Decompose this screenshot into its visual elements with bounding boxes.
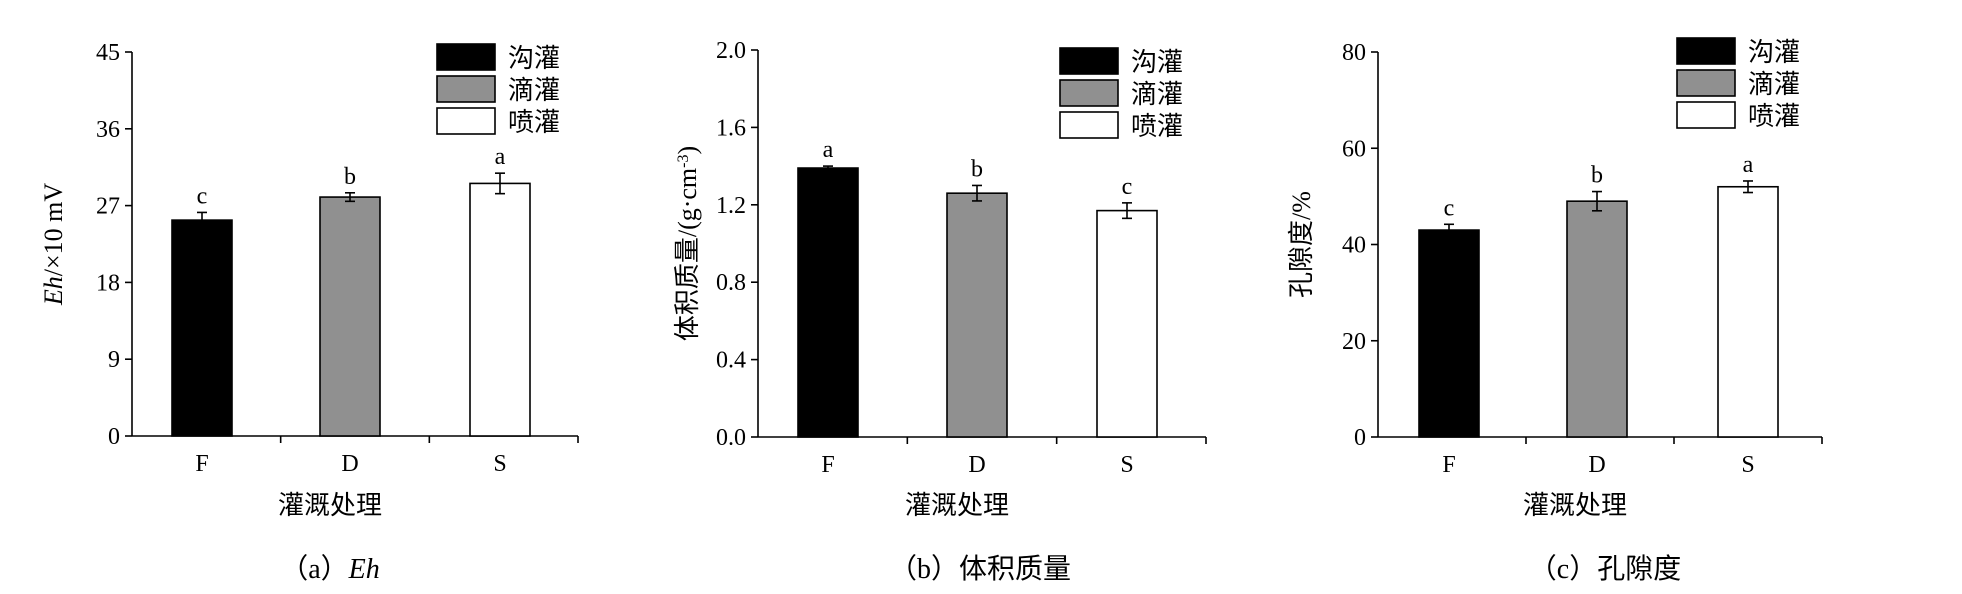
y-tick-label: 20 (1342, 329, 1366, 355)
significance-letter: b (971, 156, 983, 182)
significance-letter: b (1591, 163, 1603, 189)
y-tick-label: 60 (1342, 136, 1366, 162)
x-tick-label: S (1741, 452, 1754, 478)
x-tick-label: S (1120, 452, 1133, 478)
bar-S (1096, 209, 1158, 438)
y-tick-label: 0 (108, 424, 120, 450)
y-tick-label: 0 (1354, 425, 1366, 451)
x-tick-label: D (1588, 452, 1605, 478)
x-tick-label: F (195, 451, 208, 477)
legend-swatch (436, 75, 496, 103)
caption-name: Eh (348, 554, 380, 585)
y-axis-title-main: 体积质量/(g·cm (673, 168, 702, 341)
y-axis-title: 孔隙度/% (1287, 191, 1316, 298)
caption-prefix: （a） (280, 553, 348, 585)
bar-D (1566, 200, 1628, 438)
bar-D (946, 192, 1008, 438)
x-axis-title: 灌溉处理 (1523, 491, 1627, 520)
y-tick-label: 27 (96, 194, 120, 220)
x-tick-label: D (968, 452, 985, 478)
y-tick-label: 1.6 (716, 115, 746, 141)
significance-letter: b (344, 164, 356, 190)
caption-name: 孔隙度 (1597, 553, 1681, 585)
significance-letter: c (1122, 174, 1133, 200)
y-tick-label: 1.2 (716, 193, 746, 219)
caption-prefix: （c） (1529, 553, 1597, 585)
y-axis-title-italic: Eh (39, 276, 68, 306)
chart-panel-b: 0.0 0.4 0.8 1.2 1.6 2.0 a Fb Dc S 灌溉处理 体积质量/(g·cm-3… (673, 38, 1207, 585)
panel-caption: （b）体积质量 (889, 553, 1071, 585)
caption-prefix: （b） (889, 553, 959, 585)
panel-caption: （c）孔隙度 (1529, 553, 1681, 585)
legend-swatch (1059, 47, 1119, 75)
y-tick-label: 0.0 (716, 425, 746, 451)
bar-F (1418, 229, 1480, 438)
legend-label: 喷灌 (508, 108, 560, 137)
legend-label: 滴灌 (1131, 80, 1183, 109)
significance-letter: a (823, 137, 834, 163)
y-axis-title-sup: -3 (675, 155, 692, 168)
legend-swatch (1676, 101, 1736, 129)
significance-letter: c (1444, 195, 1455, 221)
y-tick-label: 45 (96, 40, 120, 66)
y-axis-title: Eh/×10 mV (39, 183, 68, 307)
bar-F (171, 219, 233, 437)
legend-label: 喷灌 (1131, 112, 1183, 141)
legend-label: 沟灌 (508, 44, 560, 73)
y-axis-title-end: ) (673, 146, 702, 155)
x-tick-label: D (341, 451, 358, 477)
x-axis-title: 灌溉处理 (905, 491, 1009, 520)
bar-F (797, 167, 859, 438)
y-tick-label: 2.0 (716, 38, 746, 64)
y-axis-title-unit: /×10 mV (39, 183, 68, 277)
legend-label: 沟灌 (1131, 48, 1183, 77)
x-axis-title: 灌溉处理 (278, 491, 382, 520)
caption-name: 体积质量 (959, 553, 1071, 585)
legend-swatch (1059, 79, 1119, 107)
y-tick-label: 80 (1342, 40, 1366, 66)
significance-letter: c (197, 183, 208, 209)
legend-swatch (436, 43, 496, 71)
legend-label: 沟灌 (1748, 38, 1800, 67)
y-tick-label: 9 (108, 347, 120, 373)
y-tick-label: 36 (96, 117, 120, 143)
legend-swatch (436, 107, 496, 135)
legend-label: 滴灌 (1748, 70, 1800, 99)
legend-swatch (1676, 69, 1736, 97)
significance-letter: a (1743, 152, 1754, 178)
significance-letter: a (495, 144, 506, 170)
legend-label: 滴灌 (508, 76, 560, 105)
legend-label: 喷灌 (1748, 102, 1800, 131)
legend-swatch (1059, 111, 1119, 139)
y-tick-label: 0.8 (716, 270, 746, 296)
x-tick-label: S (493, 451, 506, 477)
y-tick-label: 18 (96, 270, 120, 296)
y-tick-label: 0.4 (716, 348, 746, 374)
legend-swatch (1676, 37, 1736, 65)
x-tick-label: F (821, 452, 834, 478)
y-tick-label: 40 (1342, 233, 1366, 259)
bar-S (469, 182, 531, 437)
y-axis-title: 体积质量/(g·cm-3) (673, 146, 702, 341)
x-tick-label: F (1442, 452, 1455, 478)
panel-caption: （a）Eh (280, 553, 380, 585)
bar-D (319, 196, 381, 437)
bar-S (1717, 185, 1779, 438)
